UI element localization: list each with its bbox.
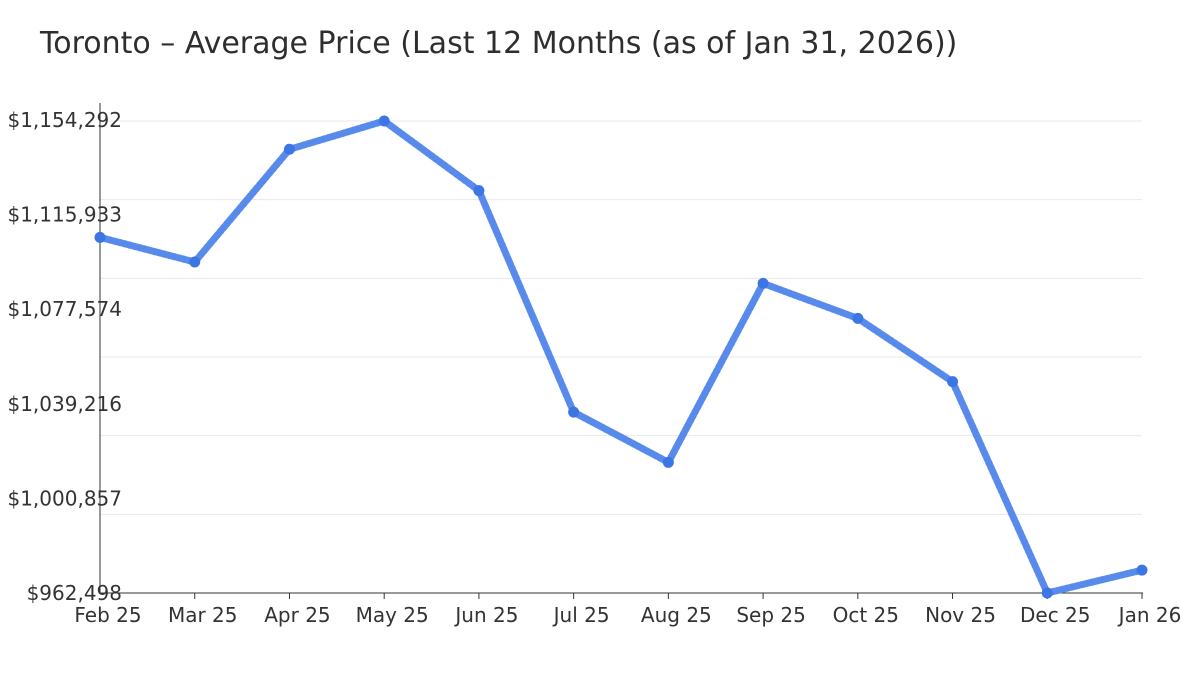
- y-tick-label: $1,000,857: [7, 486, 122, 510]
- series-line-texture: [96, 117, 1146, 598]
- x-tick-label: Feb 25: [74, 603, 141, 627]
- data-point[interactable]: [757, 277, 769, 289]
- data-point[interactable]: [1136, 564, 1148, 576]
- y-tick-label: $1,077,574: [7, 297, 122, 321]
- x-tick-label: Jan 26: [1117, 603, 1182, 627]
- data-point[interactable]: [852, 312, 864, 324]
- y-tick-label: $962,498: [27, 581, 122, 605]
- data-point[interactable]: [283, 143, 295, 155]
- chart-title: Toronto – Average Price (Last 12 Months …: [40, 26, 958, 61]
- y-tick-label: $1,115,933: [7, 203, 122, 227]
- x-tick-label: May 25: [356, 603, 429, 627]
- data-point[interactable]: [947, 376, 959, 388]
- data-point[interactable]: [662, 456, 674, 468]
- x-tick-label: Jun 25: [453, 603, 518, 627]
- x-tick-label: Nov 25: [925, 603, 996, 627]
- data-point[interactable]: [1041, 587, 1053, 599]
- x-tick-label: Sep 25: [736, 603, 806, 627]
- x-tick-label: Jul 25: [552, 603, 610, 627]
- y-tick-label: $1,039,216: [7, 392, 122, 416]
- y-tick-label: $1,154,292: [7, 108, 122, 132]
- data-point[interactable]: [94, 231, 106, 243]
- x-tick-label: Oct 25: [833, 603, 899, 627]
- x-tick-label: Mar 25: [168, 603, 238, 627]
- x-tick-label: Dec 25: [1020, 603, 1091, 627]
- x-tick-label: Aug 25: [641, 603, 712, 627]
- data-point[interactable]: [473, 185, 485, 197]
- data-point[interactable]: [568, 406, 580, 418]
- data-point[interactable]: [378, 115, 390, 127]
- series-line: [96, 117, 1146, 597]
- data-point[interactable]: [189, 256, 201, 268]
- x-tick-label: Apr 25: [264, 603, 330, 627]
